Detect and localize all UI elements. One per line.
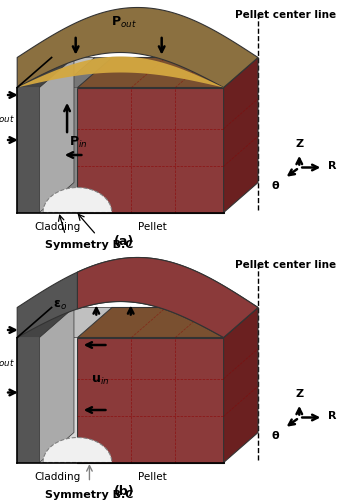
Polygon shape (224, 58, 258, 212)
Text: Pellet: Pellet (138, 472, 166, 482)
Text: ε$_{o}$: ε$_{o}$ (53, 298, 67, 312)
Text: P$_{in}$: P$_{in}$ (69, 135, 87, 150)
Text: θ: θ (271, 431, 279, 441)
Polygon shape (17, 258, 258, 338)
Polygon shape (43, 188, 112, 212)
Text: R: R (329, 411, 337, 421)
Polygon shape (17, 308, 74, 338)
Polygon shape (77, 88, 224, 212)
Text: Pellet: Pellet (138, 222, 166, 232)
Text: Cladding: Cladding (34, 222, 80, 232)
Text: Cladding: Cladding (34, 472, 80, 482)
Polygon shape (40, 88, 60, 212)
Text: P$_{out}$: P$_{out}$ (111, 15, 137, 30)
Text: Symmetry B.C: Symmetry B.C (45, 240, 133, 250)
Polygon shape (17, 338, 40, 462)
Text: R: R (329, 161, 337, 171)
Polygon shape (17, 88, 40, 212)
Text: (b): (b) (114, 484, 134, 498)
Text: Symmetry B.C: Symmetry B.C (45, 490, 133, 500)
Text: Z: Z (295, 389, 303, 399)
Polygon shape (40, 308, 112, 338)
Polygon shape (40, 308, 74, 462)
Polygon shape (40, 58, 95, 88)
Text: Z: Z (295, 139, 303, 149)
Polygon shape (224, 308, 258, 462)
Polygon shape (60, 88, 77, 212)
Polygon shape (17, 58, 74, 88)
Polygon shape (77, 58, 258, 88)
Polygon shape (60, 58, 112, 88)
Polygon shape (40, 338, 77, 462)
Text: P$_{out}$: P$_{out}$ (0, 110, 15, 125)
Text: (a): (a) (114, 234, 134, 248)
Polygon shape (17, 8, 258, 87)
Text: P$_{out}$: P$_{out}$ (0, 354, 15, 369)
Text: θ: θ (271, 181, 279, 191)
Polygon shape (43, 438, 112, 462)
Polygon shape (17, 56, 224, 88)
Text: Pellet center line: Pellet center line (235, 10, 336, 20)
Polygon shape (77, 308, 258, 338)
Polygon shape (77, 338, 224, 462)
Text: u$_{in}$: u$_{in}$ (91, 374, 110, 386)
Polygon shape (40, 58, 74, 212)
Polygon shape (77, 258, 258, 338)
Text: Pellet center line: Pellet center line (235, 260, 336, 270)
